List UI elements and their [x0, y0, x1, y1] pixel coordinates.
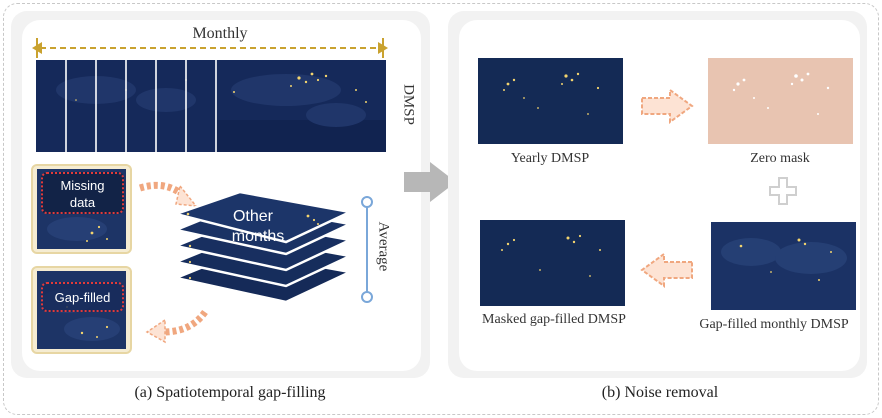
- missing-line-1: Missing: [60, 178, 105, 193]
- other-months-line-1: Other: [232, 208, 273, 225]
- caption-b: (b) Noise removal: [601, 384, 719, 401]
- zero-mask-label: Zero mask: [750, 151, 810, 166]
- arrow-to-masked: [640, 252, 693, 288]
- gapfilled-box: Gap-filled: [41, 282, 124, 312]
- dmsp-vertical-label: DMSP: [400, 84, 417, 125]
- figure-frame: [3, 3, 879, 415]
- other-months-line-2: months: [231, 228, 285, 245]
- yearly-dmsp-label: Yearly DMSP: [510, 151, 590, 166]
- zero-mask-map: [708, 58, 853, 144]
- caption-a: (a) Spatiotemporal gap-filling: [134, 384, 326, 401]
- missing-data-box: Missing data: [41, 172, 124, 214]
- monthly-dmsp-stack: [36, 60, 386, 152]
- other-months-stack: [171, 192, 354, 304]
- monthly-label: Monthly: [192, 25, 248, 42]
- gapfilled-monthly-label: Gap-filled monthly DMSP: [699, 317, 849, 332]
- curved-arrow-to-stack: [138, 181, 198, 207]
- gapfilled-text: Gap-filled: [54, 290, 111, 305]
- masked-gapfilled-map: [480, 220, 625, 306]
- curved-arrow-from-stack: [145, 309, 208, 344]
- plus-icon: [769, 177, 797, 205]
- missing-line-2: data: [69, 195, 96, 210]
- panel-transition-arrow: [404, 162, 456, 202]
- monthly-range-arrow: [32, 38, 388, 58]
- average-label: Average: [374, 211, 392, 282]
- arrow-to-zero-mask: [641, 88, 694, 124]
- average-bracket: [361, 196, 373, 303]
- gapfilled-monthly-map: [711, 222, 856, 310]
- masked-gapfilled-label: Masked gap-filled DMSP: [482, 312, 626, 327]
- yearly-dmsp-map: [478, 58, 623, 144]
